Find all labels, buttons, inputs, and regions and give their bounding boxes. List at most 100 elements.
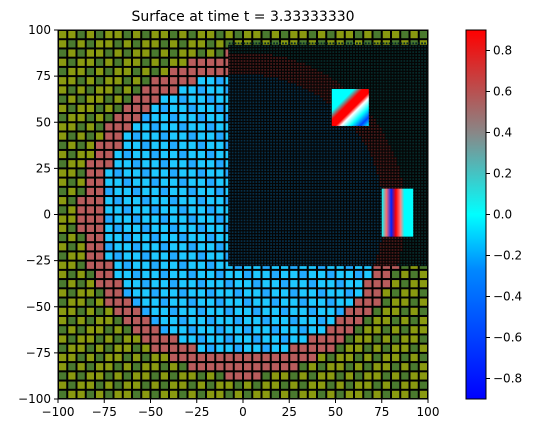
refined-cell bbox=[261, 187, 264, 189]
refined-cell bbox=[234, 80, 237, 83]
refined-cell bbox=[299, 172, 302, 175]
refined-cell bbox=[273, 169, 275, 172]
refined-cell bbox=[314, 60, 317, 62]
refined-cell bbox=[276, 157, 278, 160]
refined-cell bbox=[323, 139, 326, 142]
refined-cell bbox=[276, 136, 278, 139]
refined-cell bbox=[308, 195, 311, 198]
refined-cell bbox=[288, 181, 290, 183]
refined-cell bbox=[314, 98, 317, 101]
surface-cell bbox=[188, 95, 196, 103]
refined-cell bbox=[326, 231, 329, 234]
refined-cell bbox=[267, 71, 270, 74]
refined-cell bbox=[302, 169, 305, 172]
refined-cell bbox=[314, 51, 317, 54]
refined-cell bbox=[264, 151, 267, 154]
refined-cell bbox=[329, 136, 332, 139]
surface-cell bbox=[114, 77, 122, 85]
refined-cell bbox=[228, 222, 231, 225]
refined-cell bbox=[288, 80, 290, 83]
refined-cell bbox=[264, 219, 267, 222]
refined-cell bbox=[231, 148, 234, 151]
surface-cell bbox=[160, 150, 168, 159]
surface-cell bbox=[96, 132, 104, 140]
surface-cell bbox=[68, 344, 76, 352]
refined-cell bbox=[350, 260, 352, 263]
surface-cell bbox=[96, 224, 104, 232]
refined-cell bbox=[258, 169, 261, 172]
surface-cell bbox=[197, 344, 205, 352]
refined-cell bbox=[344, 213, 346, 216]
refined-cell bbox=[344, 243, 346, 245]
refined-cell bbox=[311, 163, 314, 166]
refined-cell bbox=[264, 54, 267, 56]
surface-cell bbox=[382, 31, 390, 39]
surface-cell bbox=[59, 49, 67, 57]
refined-cell bbox=[317, 77, 320, 80]
refined-cell bbox=[347, 66, 349, 68]
refined-cell bbox=[288, 169, 290, 172]
refined-cell bbox=[293, 240, 296, 242]
refined-cell bbox=[249, 169, 252, 172]
surface-cell bbox=[401, 363, 409, 371]
surface-cell bbox=[151, 95, 159, 103]
surface-cell bbox=[133, 31, 141, 39]
refined-cell bbox=[288, 107, 290, 110]
refined-cell bbox=[246, 252, 249, 254]
refined-cell bbox=[246, 77, 249, 80]
refined-cell bbox=[240, 240, 243, 242]
refined-cell bbox=[240, 228, 243, 231]
surface-cell bbox=[133, 390, 141, 398]
refined-cell bbox=[323, 192, 326, 195]
refined-cell bbox=[299, 142, 302, 145]
refined-cell bbox=[279, 122, 281, 124]
refined-cell bbox=[311, 119, 314, 121]
refined-cell bbox=[243, 95, 246, 98]
refined-cell bbox=[302, 42, 305, 45]
refined-cell bbox=[261, 210, 264, 213]
refined-cell bbox=[356, 128, 358, 130]
refined-cell bbox=[314, 181, 317, 183]
refined-cell bbox=[285, 175, 287, 177]
refined-cell bbox=[252, 154, 255, 157]
surface-cell bbox=[271, 289, 279, 297]
refined-cell bbox=[308, 201, 311, 204]
surface-cell bbox=[142, 187, 150, 196]
refined-cell bbox=[317, 195, 320, 198]
refined-cell bbox=[228, 68, 231, 71]
refined-cell bbox=[314, 222, 317, 225]
surface-cell bbox=[216, 289, 224, 297]
refined-cell bbox=[234, 187, 237, 189]
refined-cell bbox=[240, 154, 243, 157]
refined-cell bbox=[240, 181, 243, 183]
refined-cell bbox=[234, 113, 237, 116]
refined-cell bbox=[231, 190, 234, 192]
refined-cell bbox=[240, 92, 243, 95]
surface-cell bbox=[77, 353, 85, 362]
surface-cell bbox=[281, 344, 289, 352]
refined-cell bbox=[243, 175, 246, 177]
refined-cell bbox=[296, 77, 299, 80]
surface-cell bbox=[160, 307, 168, 315]
refined-cell bbox=[353, 48, 355, 51]
refined-cell bbox=[264, 98, 267, 101]
refined-cell bbox=[279, 160, 281, 163]
refined-cell bbox=[279, 157, 281, 160]
refined-cell bbox=[347, 68, 349, 71]
surface-cell bbox=[197, 86, 205, 94]
refined-cell bbox=[234, 166, 237, 169]
refined-cell bbox=[323, 42, 326, 45]
refined-cell bbox=[243, 222, 246, 225]
refined-cell bbox=[273, 60, 275, 62]
refined-cell bbox=[290, 48, 293, 51]
refined-cell bbox=[252, 216, 255, 219]
refined-cell bbox=[290, 178, 293, 180]
refined-cell bbox=[320, 249, 323, 251]
refined-cell bbox=[317, 92, 320, 95]
refined-cell bbox=[285, 148, 287, 151]
refined-cell bbox=[264, 190, 267, 192]
refined-cell bbox=[320, 98, 323, 101]
refined-cell bbox=[353, 240, 355, 242]
refined-cell bbox=[237, 95, 240, 98]
refined-cell bbox=[288, 66, 290, 68]
